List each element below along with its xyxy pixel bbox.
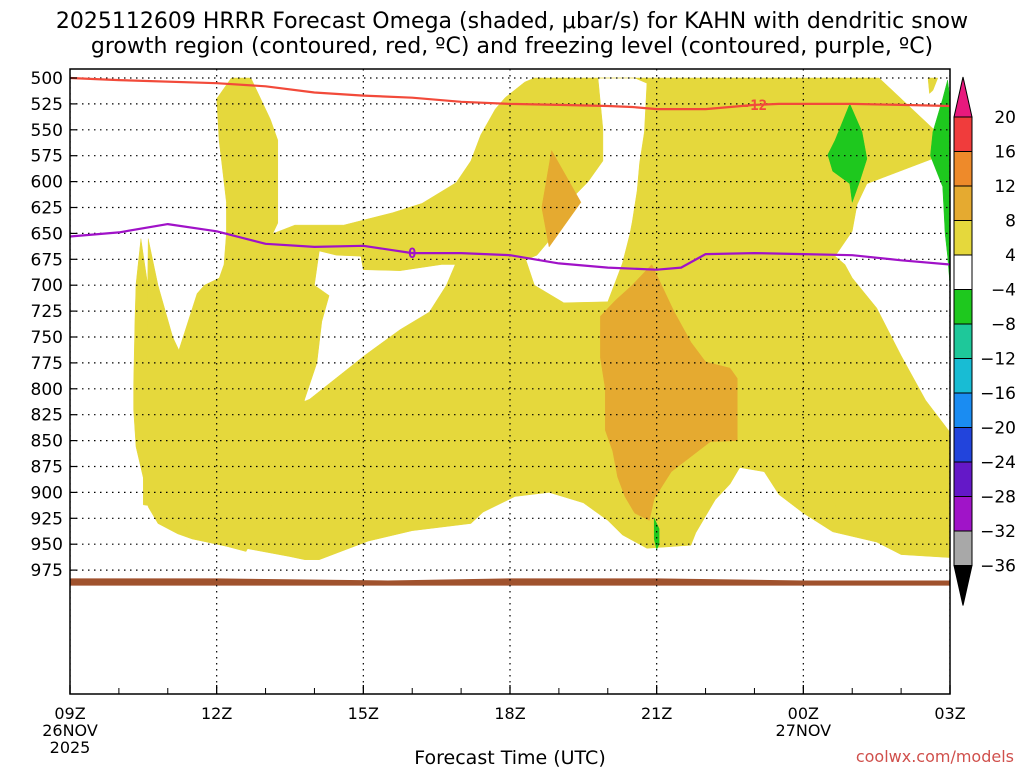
colorbar-bin-12 [953,496,973,532]
y-tick-label-725: 725 [31,302,63,322]
y-tick-label-700: 700 [31,276,63,296]
y-tick-label-850: 850 [31,432,63,452]
colorbar-label-10: −24 [980,453,1016,473]
omega-8to12-mid [600,264,738,521]
colorbar-bin-4 [953,220,973,256]
y-tick-label-575: 575 [31,147,63,167]
colorbar-bin-10 [953,427,973,463]
y-tick-label-875: 875 [31,458,63,478]
y-tick-label-825: 825 [31,406,63,426]
colorbar-bin-7 [953,323,973,359]
colorbar-label-3: 8 [1005,212,1016,232]
y-tick-label-625: 625 [31,199,63,219]
colorbar-bin-2 [953,151,973,187]
x-tick-label-00Z: 00Z [788,704,819,723]
omega-neg4to8-a [827,103,868,203]
source-credit: coolwx.com/models [856,747,1014,766]
colorbar-bin-11 [953,461,973,497]
plot-area: -12 0 [70,69,950,694]
dgz-contour-line [70,76,950,111]
colorbar-label-4: 4 [1005,246,1016,266]
x-tick-label-09Z: 09Z [54,704,85,723]
colorbar: 20 16 12 8 4 −4 −8 −12 −16 −20 −24 −28 −32 −36 [953,76,1016,606]
colorbar-label-9: −20 [980,419,1016,439]
freezing-level-contour-line [70,223,950,271]
chart-title-line1: 2025112609 HRRR Forecast Omega (shaded, … [56,9,968,34]
colorbar-label-7: −12 [980,350,1016,370]
x-date-label-26NOV: 26NOV [42,721,98,740]
y-tick-label-950: 950 [31,535,63,555]
colorbar-bin-3 [953,185,973,221]
omega-4to8-lowright [827,383,950,557]
y-tick-label-500: 500 [31,69,63,89]
colorbar-bin-8 [953,358,973,394]
y-tick-label-550: 550 [31,121,63,141]
colorbar-label-6: −8 [991,315,1016,335]
x-tick-label-21Z: 21Z [641,704,672,723]
y-tick-label-925: 925 [31,509,63,529]
y-tick-label-600: 600 [31,173,63,193]
colorbar-bin-9 [953,392,973,428]
colorbar-bottom-triangle [953,565,973,606]
x-tick-label-15Z: 15Z [348,704,379,723]
x-tick-label-03Z: 03Z [934,704,965,723]
omega-8to12-upper [541,149,582,248]
dgz-contour-label: -12 [742,98,767,114]
colorbar-label-5: −4 [991,281,1016,301]
freezing-level-contour-label: 0 [408,246,416,262]
y-tick-label-525: 525 [31,95,63,115]
y-tick-label-650: 650 [31,224,63,244]
surface-terrain [70,578,950,586]
colorbar-bin-5 [953,254,973,290]
colorbar-top-triangle [953,76,973,118]
colorbar-label-1: 16 [994,143,1016,163]
colorbar-label-11: −28 [980,488,1016,508]
colorbar-label-0: 20 [994,108,1016,128]
x-year-label: 2025 [50,738,91,757]
y-tick-label-775: 775 [31,354,63,374]
x-axis-label: Forecast Time (UTC) [414,747,605,768]
y-tick-label-975: 975 [31,561,63,581]
y-tick-label-750: 750 [31,328,63,348]
colorbar-bin-6 [953,289,973,325]
y-tick-label-900: 900 [31,483,63,503]
omega-4to8-main [133,77,950,560]
colorbar-bin-13 [953,530,973,566]
x-date-label-27NOV: 27NOV [776,721,832,740]
x-tick-label-18Z: 18Z [494,704,525,723]
contour-lines: -12 0 [70,76,950,271]
colorbar-label-8: −16 [980,384,1016,404]
omega-neg4to8-b [930,80,950,286]
y-tick-label-800: 800 [31,380,63,400]
colorbar-bin-1 [953,116,973,152]
y-tick-label-675: 675 [31,250,63,270]
x-tick-label-12Z: 12Z [201,704,232,723]
colorbar-label-13: −36 [980,557,1016,577]
chart-title-line2: growth region (contoured, red, ºC) and f… [91,34,933,59]
y-axis-ticks: 500 525 550 575 600 625 650 675 700 725 750 775 800 8… [31,69,77,581]
omega-shading [70,77,950,586]
colorbar-label-12: −32 [980,522,1016,542]
colorbar-label-2: 12 [994,177,1016,197]
